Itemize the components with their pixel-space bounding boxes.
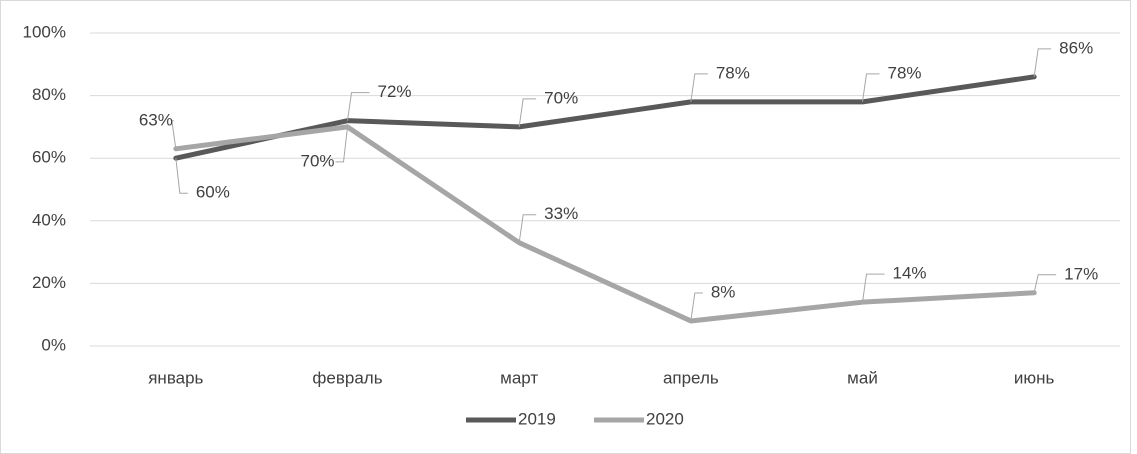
leader-line: [518, 98, 537, 127]
legend-label: 2020: [646, 409, 684, 428]
data-label: 60%: [196, 183, 230, 202]
data-label: 14%: [893, 264, 927, 283]
x-tick-label: февраль: [312, 368, 382, 387]
data-label: 70%: [544, 88, 578, 107]
x-tick-label: январь: [148, 368, 203, 387]
x-tick-label: апрель: [663, 368, 719, 387]
y-tick-label: 20%: [32, 273, 66, 292]
leader-line: [347, 92, 370, 121]
data-label: 70%: [300, 151, 334, 170]
leader-line: [690, 73, 708, 102]
x-tick-label: март: [500, 368, 538, 387]
leader-line: [1033, 274, 1057, 293]
data-label: 78%: [716, 63, 750, 82]
series-line: [173, 74, 1037, 161]
x-tick-label: июнь: [1014, 368, 1055, 387]
y-tick-label: 0%: [41, 335, 66, 354]
series-line: [173, 124, 1037, 324]
leader-line: [335, 126, 348, 163]
data-label: 86%: [1059, 38, 1093, 57]
y-tick-label: 60%: [32, 148, 66, 167]
leader-line: [1033, 48, 1052, 77]
data-label: 63%: [139, 110, 173, 129]
leader-line: [862, 273, 885, 303]
data-label: 8%: [711, 282, 736, 301]
y-tick-label: 100%: [23, 22, 66, 41]
data-label: 33%: [544, 204, 578, 223]
leader-line: [690, 292, 703, 322]
leader-line: [862, 73, 880, 102]
leader-line: [171, 120, 177, 149]
legend-label: 2019: [518, 409, 556, 428]
y-tick-label: 40%: [32, 210, 66, 229]
y-tick-label: 80%: [32, 85, 66, 104]
leader-line: [518, 214, 537, 243]
leader-line: [175, 158, 188, 194]
data-label: 17%: [1064, 264, 1098, 283]
x-tick-label: май: [847, 368, 878, 387]
data-label: 72%: [378, 82, 412, 101]
data-label: 78%: [888, 63, 922, 82]
